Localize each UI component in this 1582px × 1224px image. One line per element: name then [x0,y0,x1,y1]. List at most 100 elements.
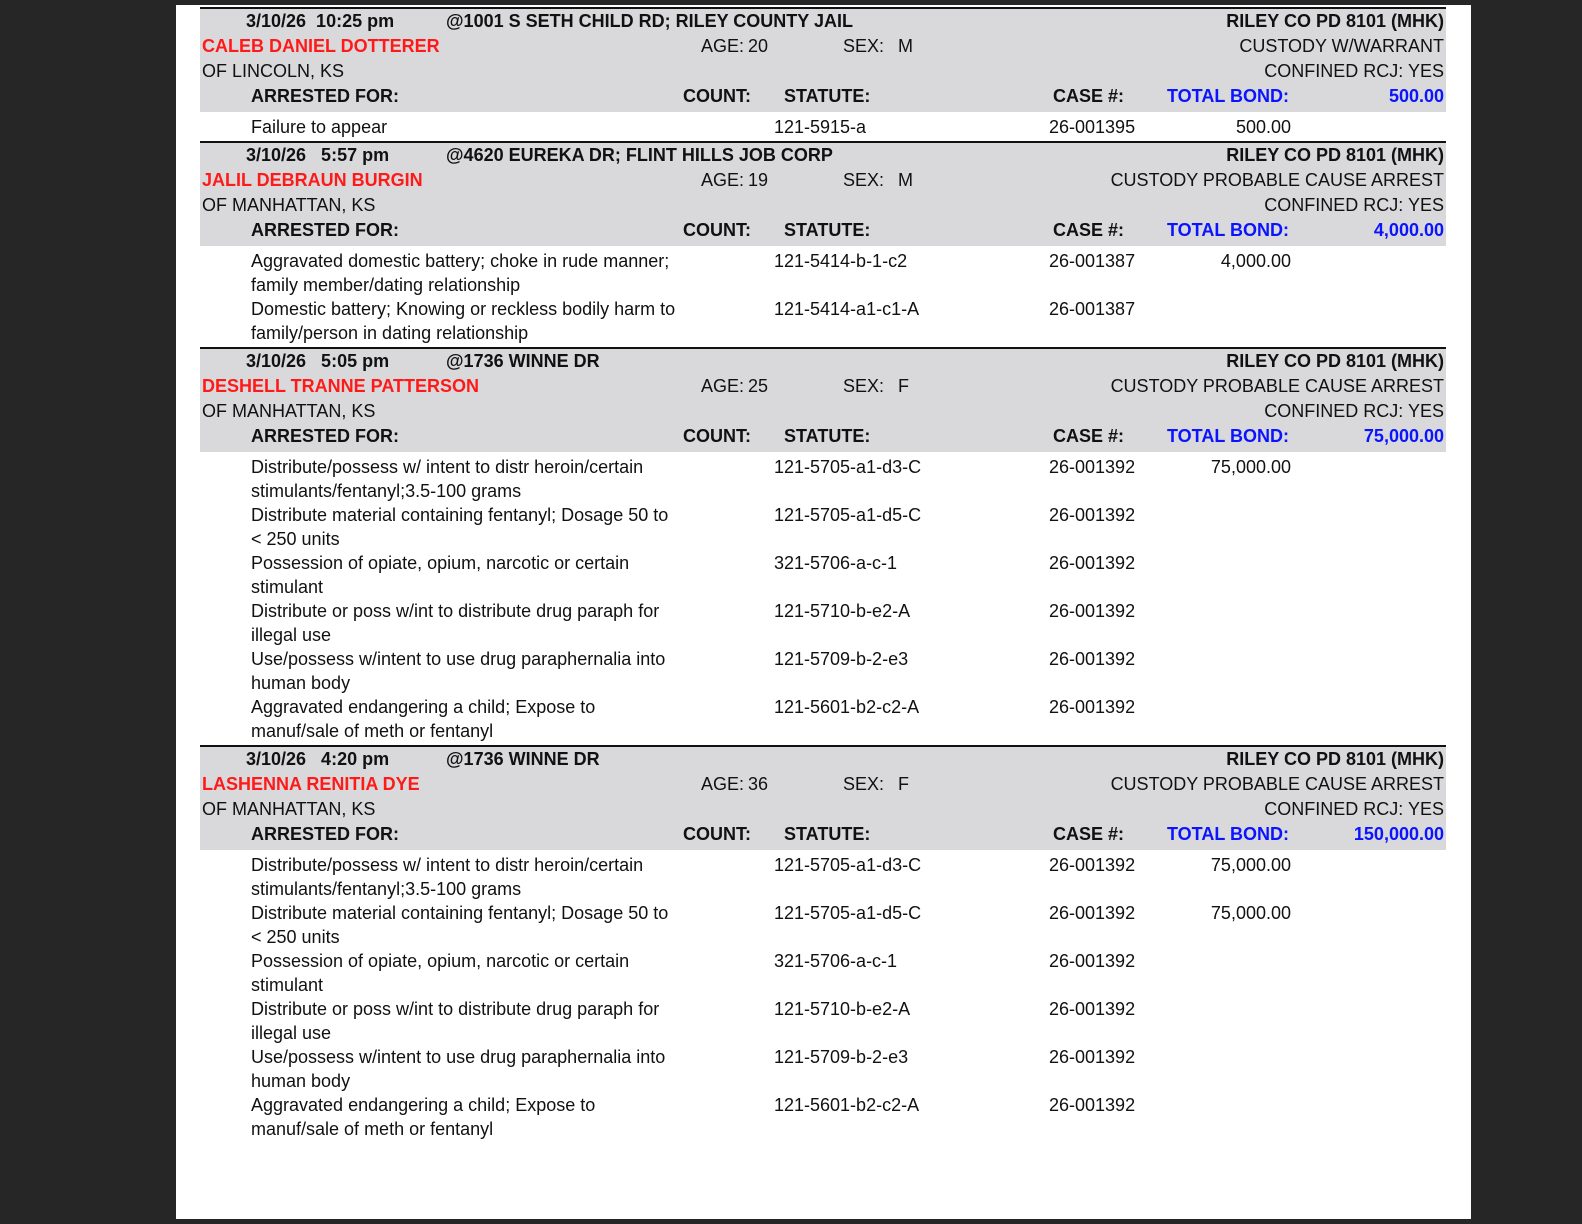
record-header: 3/10/26 4:20 pm @1736 WINNE DR RILEY CO PD… [200,747,1446,850]
charge-bond: 4,000.00 [1220,251,1291,271]
header-line-name: CALEB DANIEL DOTTERER AGE: 20 SEX: M CUSTODY … [200,34,1446,59]
header-line-residence: OF LINCOLN, KS CONFINED RCJ: YES [200,59,1446,84]
count-header: COUNT: [683,426,751,446]
sex-value: M [898,170,913,190]
charge-statute: 21-5709-b-2-e3 [784,1047,909,1067]
pdf-page: 3/10/26 10:25 pm @1001 S SETH CHILD RD; R… [176,5,1471,1219]
charge-row: Aggravated domestic battery; choke in ru… [200,249,1446,297]
age-label: AGE: [701,170,745,190]
charge-description: Possession of opiate, opium, narcotic or… [251,553,630,597]
arrest-datetime: 3/10/26 5:57 pm [246,145,390,165]
header-line-residence: OF MANHATTAN, KS CONFINED RCJ: YES [200,399,1446,424]
charge-statute: 21-5706-a-c-1 [784,951,898,971]
age-value: 20 [748,36,769,56]
total-bond-value: 150,000.00 [1353,824,1444,844]
confined-status: CONFINED RCJ: YES [1264,799,1444,819]
charge-count: 3 [773,951,784,971]
charge-description: Distribute or poss w/int to distribute d… [251,999,660,1043]
charge-description: Distribute/possess w/ intent to distr he… [251,855,644,899]
charge-description: Failure to appear [251,117,388,137]
total-bond-label: TOTAL BOND: [1167,824,1289,844]
total-bond-value: 500.00 [1388,86,1444,106]
statute-header: STATUTE: [784,86,871,106]
arrested-for-header: ARRESTED FOR: [251,86,399,106]
header-line-name: JALIL DEBRAUN BURGIN AGE: 19 SEX: M CUSTODY P… [200,168,1446,193]
residence: OF MANHATTAN, KS [202,195,376,215]
charge-row: Use/possess w/intent to use drug paraphe… [200,647,1446,695]
arrest-record: 3/10/26 4:20 pm @1736 WINNE DR RILEY CO PD… [200,745,1446,1141]
charge-count: 1 [773,457,784,477]
charge-statute: 21-5710-b-e2-A [784,999,911,1019]
age-value: 25 [748,376,769,396]
charge-statute: 21-5705-a1-d3-C [784,855,922,875]
arrest-record: 3/10/26 5:05 pm @1736 WINNE DR RILEY CO PD… [200,347,1446,743]
charge-row: Aggravated endangering a child; Expose t… [200,1093,1446,1141]
charge-count: 3 [773,553,784,573]
charge-statute: 21-5414-a1-c1-A [784,299,920,319]
arrested-for-header: ARRESTED FOR: [251,426,399,446]
total-bond-value: 4,000.00 [1373,220,1444,240]
charge-description: Domestic battery; Knowing or reckless bo… [251,299,676,343]
charge-case-number: 26-001392 [1049,951,1136,971]
arrested-for-header: ARRESTED FOR: [251,824,399,844]
charge-case-number: 26-001392 [1049,601,1136,621]
charge-statute: 21-5710-b-e2-A [784,601,911,621]
charge-count: 1 [773,999,784,1019]
charge-row: Possession of opiate, opium, narcotic or… [200,551,1446,599]
charge-bond: 500.00 [1235,117,1291,137]
arrestee-name: JALIL DEBRAUN BURGIN [202,170,423,190]
custody-type: CUSTODY W/WARRANT [1239,36,1444,56]
charge-case-number: 26-001392 [1049,505,1136,525]
statute-header: STATUTE: [784,220,871,240]
custody-type: CUSTODY PROBABLE CAUSE ARREST [1110,170,1444,190]
arresting-agency: RILEY CO PD 8101 (MHK) [1226,749,1444,769]
charge-row: Distribute or poss w/int to distribute d… [200,997,1446,1045]
arrestee-name: CALEB DANIEL DOTTERER [202,36,440,56]
charge-statute: 21-5601-b2-c2-A [784,1095,920,1115]
charge-case-number: 26-001392 [1049,1047,1136,1067]
charge-row: Distribute/possess w/ intent to distr he… [200,455,1446,503]
sex-value: M [898,36,913,56]
charge-row: Distribute material containing fentanyl;… [200,901,1446,949]
case-header: CASE #: [1053,824,1125,844]
residence: OF MANHATTAN, KS [202,799,376,819]
arrestee-name: DESHELL TRANNE PATTERSON [202,376,480,396]
header-line-residence: OF MANHATTAN, KS CONFINED RCJ: YES [200,193,1446,218]
count-header: COUNT: [683,86,751,106]
total-bond-label: TOTAL BOND: [1167,86,1289,106]
charge-count: 1 [773,697,784,717]
charge-row: Failure to appear 1 21-5915-a 26-001395 500.… [200,115,1446,139]
record-header: 3/10/26 10:25 pm @1001 S SETH CHILD RD; R… [200,9,1446,112]
arrest-location: @1736 WINNE DR [446,351,600,371]
header-line-datetime: 3/10/26 5:57 pm @4620 EUREKA DR; FLINT HI… [200,143,1446,168]
charge-case-number: 26-001392 [1049,649,1136,669]
charge-bond: 75,000.00 [1210,457,1291,477]
residence: OF LINCOLN, KS [202,61,345,81]
charge-bond: 75,000.00 [1210,855,1291,875]
charge-description: Distribute material containing fentanyl;… [251,903,669,947]
age-label: AGE: [701,376,745,396]
total-bond-value: 75,000.00 [1363,426,1444,446]
charge-case-number: 26-001392 [1049,903,1136,923]
charge-description: Aggravated domestic battery; choke in ru… [251,251,670,295]
arrest-record: 3/10/26 5:57 pm @4620 EUREKA DR; FLINT HI… [200,141,1446,345]
charge-row: Possession of opiate, opium, narcotic or… [200,949,1446,997]
charge-row: Aggravated endangering a child; Expose t… [200,695,1446,743]
charge-case-number: 26-001392 [1049,457,1136,477]
arrest-datetime: 3/10/26 5:05 pm [246,351,390,371]
age-label: AGE: [701,36,745,56]
charge-count: 1 [773,1047,784,1067]
charge-count: 1 [773,505,784,525]
confined-status: CONFINED RCJ: YES [1264,401,1444,421]
arrest-record: 3/10/26 10:25 pm @1001 S SETH CHILD RD; R… [200,7,1446,139]
charge-count: 1 [773,299,784,319]
arrest-location: @4620 EUREKA DR; FLINT HILLS JOB CORP [446,145,833,165]
charge-case-number: 26-001392 [1049,697,1136,717]
sex-value: F [898,774,909,794]
case-header: CASE #: [1053,220,1125,240]
charge-statute: 21-5601-b2-c2-A [784,697,920,717]
arrest-datetime: 3/10/26 4:20 pm [246,749,390,769]
count-header: COUNT: [683,220,751,240]
sex-label: SEX: [843,36,885,56]
charge-description: Use/possess w/intent to use drug paraphe… [251,1047,666,1091]
